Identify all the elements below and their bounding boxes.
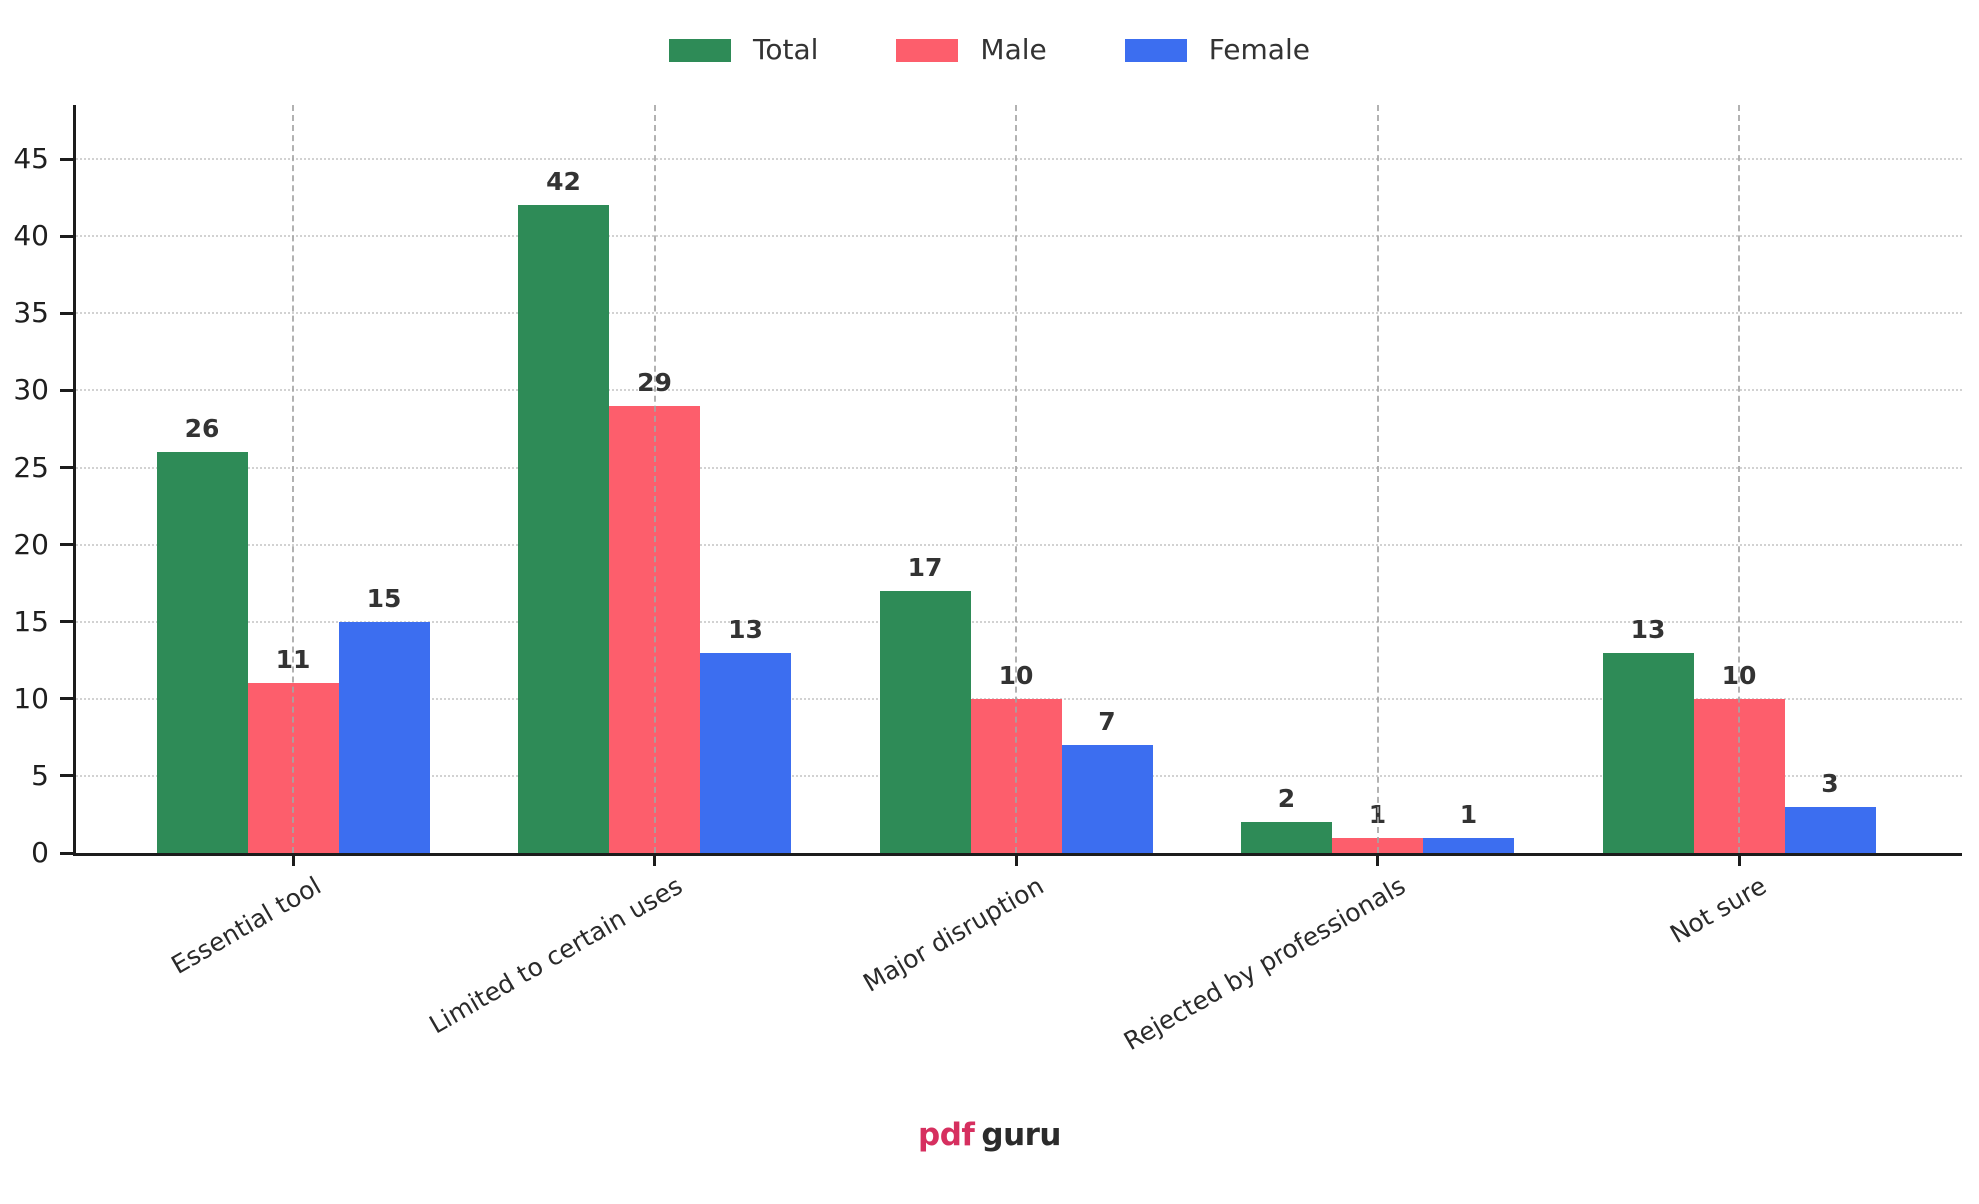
gridline-h-45 bbox=[73, 158, 1962, 161]
bar-value-label-total-not-sure: 13 bbox=[1630, 614, 1666, 644]
bar-total-rejected-by-professionals bbox=[1241, 822, 1332, 853]
chart-legend: Total Male Female bbox=[0, 36, 1979, 64]
legend-swatch-female bbox=[1124, 38, 1187, 62]
bar-value-label-female-not-sure: 3 bbox=[1821, 768, 1839, 798]
y-tick-label-40: 40 bbox=[13, 219, 49, 253]
y-tick-label-45: 45 bbox=[13, 142, 49, 176]
legend-item-female: Female bbox=[1124, 33, 1310, 66]
x-tick-mark-rejected-by-professionals bbox=[1376, 853, 1379, 866]
y-tick-mark-45 bbox=[60, 157, 73, 161]
y-tick-label-30: 30 bbox=[13, 373, 49, 407]
x-tick-mark-not-sure bbox=[1737, 853, 1741, 866]
bar-female-limited-to-certain-uses bbox=[700, 652, 791, 853]
x-category-label-essential-tool: Essential tool bbox=[166, 871, 326, 980]
gridline-h-15 bbox=[73, 620, 1962, 623]
y-tick-mark-30 bbox=[60, 388, 73, 392]
legend-item-total: Total bbox=[669, 36, 818, 64]
legend-swatch-total bbox=[669, 38, 731, 62]
gridline-v-major-disruption bbox=[1015, 105, 1017, 853]
bar-female-not-sure bbox=[1784, 806, 1876, 853]
gridline-v-rejected-by-professionals bbox=[1376, 105, 1379, 853]
bar-value-label-female-limited-to-certain-uses: 13 bbox=[728, 614, 763, 644]
x-tick-mark-limited-to-certain-uses bbox=[653, 853, 656, 866]
y-tick-mark-35 bbox=[60, 311, 73, 315]
bar-value-label-total-limited-to-certain-uses: 42 bbox=[546, 167, 581, 197]
y-tick-label-15: 15 bbox=[13, 604, 49, 638]
legend-label: Male bbox=[980, 33, 1047, 66]
y-tick-label-35: 35 bbox=[13, 296, 49, 330]
y-tick-label-5: 5 bbox=[31, 758, 49, 792]
y-tick-mark-15 bbox=[60, 620, 73, 624]
bar-female-major-disruption bbox=[1061, 745, 1153, 853]
bar-value-label-total-essential-tool: 26 bbox=[184, 414, 220, 444]
y-tick-label-20: 20 bbox=[13, 527, 49, 561]
legend-swatch-male bbox=[896, 38, 959, 62]
logo-pdf-text: pdf bbox=[918, 1117, 975, 1153]
y-tick-mark-20 bbox=[60, 543, 73, 547]
bar-value-label-female-rejected-by-professionals: 1 bbox=[1459, 799, 1478, 829]
y-tick-mark-5 bbox=[60, 774, 73, 778]
bar-value-label-total-major-disruption: 17 bbox=[907, 552, 943, 582]
bar-female-rejected-by-professionals bbox=[1423, 837, 1514, 853]
gridline-h-20 bbox=[73, 543, 1962, 546]
bar-female-essential-tool bbox=[338, 621, 430, 853]
legend-label: Total bbox=[753, 33, 819, 66]
bar-total-major-disruption bbox=[879, 590, 971, 853]
y-tick-mark-40 bbox=[60, 234, 73, 238]
bar-value-label-female-essential-tool: 15 bbox=[366, 583, 402, 613]
gridline-h-35 bbox=[73, 312, 1962, 315]
y-tick-label-25: 25 bbox=[13, 450, 49, 484]
y-axis-spine bbox=[73, 105, 76, 856]
x-category-label-major-disruption: Major disruption bbox=[858, 871, 1049, 998]
gridline-h-40 bbox=[73, 235, 1962, 238]
bar-total-not-sure bbox=[1602, 652, 1694, 853]
y-tick-label-0: 0 bbox=[31, 836, 49, 869]
y-tick-mark-25 bbox=[60, 466, 73, 469]
gridline-h-25 bbox=[73, 466, 1962, 469]
x-category-label-limited-to-certain-uses: Limited to certain uses bbox=[424, 871, 687, 1040]
logo-guru-text: guru bbox=[981, 1117, 1061, 1153]
legend-item-male: Male bbox=[896, 33, 1047, 66]
gridline-h-30 bbox=[73, 389, 1962, 392]
x-category-label-not-sure: Not sure bbox=[1665, 871, 1772, 949]
bar-value-label-total-rejected-by-professionals: 2 bbox=[1277, 784, 1296, 814]
y-tick-mark-10 bbox=[60, 697, 73, 701]
y-tick-label-10: 10 bbox=[13, 681, 49, 715]
x-tick-mark-major-disruption bbox=[1014, 853, 1018, 866]
gridline-v-limited-to-certain-uses bbox=[653, 105, 656, 853]
gridline-v-not-sure bbox=[1738, 105, 1740, 853]
x-axis-spine bbox=[73, 853, 1962, 856]
bar-value-label-female-major-disruption: 7 bbox=[1098, 707, 1116, 737]
y-tick-mark-0 bbox=[60, 851, 73, 855]
x-category-label-rejected-by-professionals: Rejected by professionals bbox=[1118, 871, 1410, 1057]
x-tick-mark-essential-tool bbox=[291, 853, 295, 866]
plot-area: 26 42 17 2 13 11 29 10 1 10 15 13 7 1 3 0 5 10 15 20 25 30 35… bbox=[13, 105, 1962, 1056]
bar-total-limited-to-certain-uses bbox=[518, 205, 609, 853]
gridline-v-essential-tool bbox=[292, 105, 294, 853]
legend-label: Female bbox=[1208, 33, 1310, 66]
bar-total-essential-tool bbox=[156, 452, 248, 853]
pdfguru-logo: pdf guru bbox=[0, 1117, 1979, 1154]
